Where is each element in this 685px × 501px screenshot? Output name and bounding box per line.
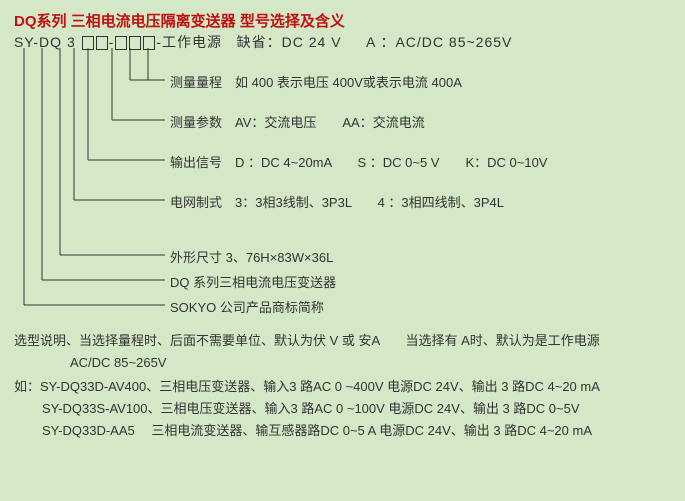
row-grid-system: 电网制式 3：3相3线制、3P3L 4 ：3相四线制、3P4L — [170, 192, 504, 211]
row-measuring-range: 测量量程 如 400 表示电压 400V或表示电流 400A — [170, 72, 462, 91]
code-box — [143, 36, 155, 50]
code-box — [115, 36, 127, 50]
code-prefix: SY-DQ 3 — [14, 34, 76, 50]
model-code-line: SY-DQ 3 --工作电源 缺省：DC 24 V A ：AC/DC 85~26… — [14, 32, 512, 52]
page-title: DQ系列 三相电流电压隔离变送器 型号选择及含义 — [14, 10, 345, 31]
power-default: 缺省：DC 24 V — [237, 34, 342, 50]
code-box — [129, 36, 141, 50]
bracket-diagram — [0, 0, 685, 360]
code-box — [82, 36, 94, 50]
power-label: 工作电源 — [162, 34, 222, 50]
example-line-3: SY-DQ33D-AA5 三相电流变送器、输互感器路DC 0~5 A 电源DC … — [42, 420, 592, 442]
note-selection-desc-2: AC/DC 85~265V — [70, 352, 166, 374]
row-brand: SOKYO 公司产品商标简称 — [170, 297, 324, 316]
code-box — [96, 36, 108, 50]
example-line-1: 如：SY-DQ33D-AV400、三相电压变送器、输入3 路AC 0 ~400V… — [14, 376, 600, 398]
note-selection-desc: 选型说明、当选择量程时、后面不需要单位、默认为伏 V 或 安A 当选择有 A时、… — [14, 330, 600, 352]
row-dimensions: 外形尺寸 3、76H×83W×36L — [170, 247, 333, 266]
row-output-signal: 输出信号 D ：DC 4~20mA S ：DC 0~5 V K：DC 0~10V — [170, 152, 547, 171]
power-option-a: A ：AC/DC 85~265V — [366, 34, 512, 50]
example-line-2: SY-DQ33S-AV100、三相电压变送器、输入3 路AC 0 ~100V 电… — [42, 398, 580, 420]
row-measure-param: 测量参数 AV：交流电压 AA：交流电流 — [170, 112, 425, 131]
row-series: DQ 系列三相电流电压变送器 — [170, 272, 336, 291]
